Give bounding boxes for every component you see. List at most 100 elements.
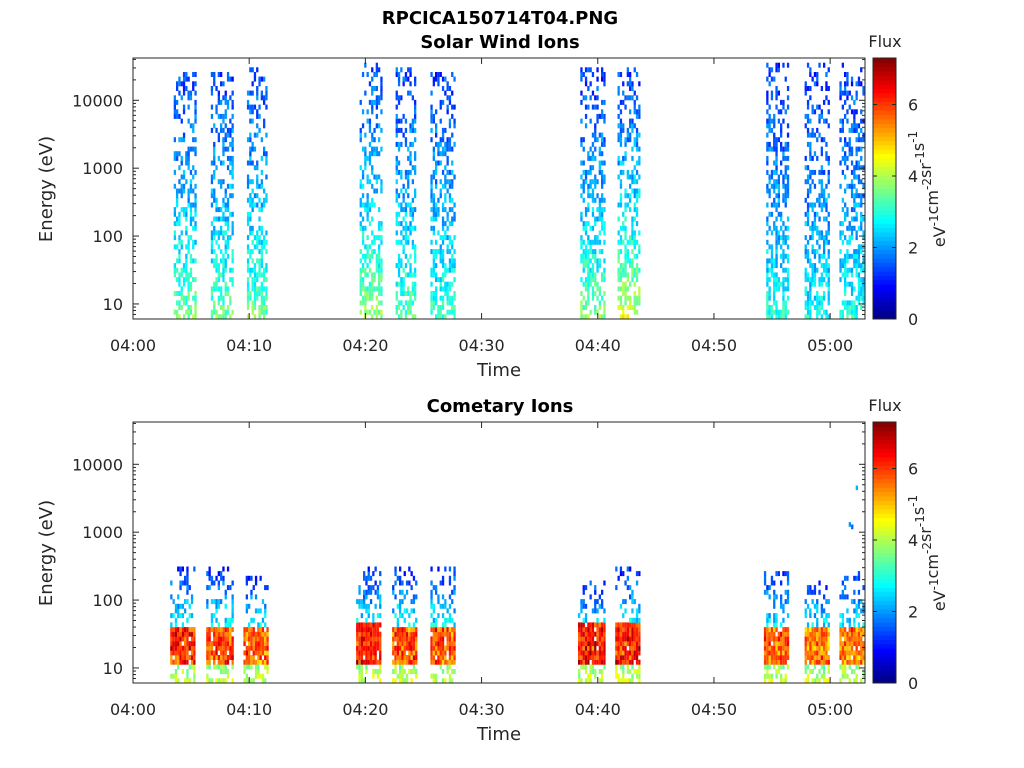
solar-wind-cell [629,258,632,264]
solar-wind-cell [229,118,232,124]
cometary-cell [376,641,380,647]
cometary-cell [439,580,442,586]
solar-wind-cell [441,258,445,264]
cometary-cell [804,631,807,637]
cometary-cell [594,641,597,647]
cometary-cell [775,641,778,647]
solar-wind-cell [635,267,639,273]
cometary-cell [224,645,227,651]
solar-wind-cell [258,263,261,269]
solar-wind-cell [378,221,381,227]
cometary-cell [638,636,641,642]
solar-wind-cell [844,235,847,241]
cometary-colorbar-step [873,535,896,540]
solar-wind-cell [580,183,583,189]
solar-wind-cell [187,277,190,283]
cometary-cell [193,669,196,674]
cometary-cell [780,645,783,651]
solar-wind-unit-part: sr [916,163,935,178]
solar-wind-cell [435,249,438,255]
solar-wind-cell [853,225,856,231]
solar-wind-cell [860,291,863,296]
solar-wind-cell [446,216,449,222]
cometary-cell [369,631,373,637]
solar-wind-cell [220,230,223,236]
cometary-cell [257,641,260,647]
solar-wind-cell [839,183,842,189]
cometary-cell [823,678,826,684]
solar-wind-cell [853,286,856,292]
solar-wind-cell [373,151,376,157]
solar-wind-cell [359,221,362,227]
solar-wind-cell [194,151,197,157]
solar-wind-cell [848,309,851,315]
cometary-cell [827,622,830,628]
solar-wind-cell [582,258,585,264]
solar-wind-cell [589,146,592,152]
cometary-cell [770,627,774,633]
cometary-colorbar-step [873,556,896,562]
cometary-cell [782,664,785,670]
solar-wind-cell [766,118,769,124]
solar-wind-colorbar-tick-label: 2 [908,238,918,257]
solar-wind-cell [265,90,268,96]
solar-wind-cell [818,193,821,199]
solar-wind-cell [582,221,585,227]
solar-wind-cell [444,221,447,227]
cometary-cell [206,585,209,591]
solar-wind-cell [601,193,604,199]
solar-wind-cell [622,123,625,129]
solar-wind-cell [855,258,858,264]
solar-wind-cell [846,253,849,259]
solar-wind-cell [603,230,606,236]
solar-wind-cell [635,113,639,119]
cometary-cell [816,603,819,609]
solar-wind-cell [818,230,821,236]
cometary-cell [775,659,778,665]
solar-wind-cell [249,267,252,273]
cometary-cell [365,641,368,647]
solar-wind-cell [603,272,606,278]
cometary-cell [217,603,220,609]
solar-wind-cell [359,281,362,287]
solar-wind-cell [375,253,378,259]
solar-wind-cell [853,263,856,269]
cometary-cell [598,655,601,660]
solar-wind-colorbar-step [873,149,896,155]
solar-wind-cell [220,72,223,77]
solar-wind-cell [430,90,433,96]
cometary-cell [210,678,214,684]
solar-wind-cell [451,300,454,306]
solar-wind-cell [809,141,812,147]
cometary-cell [415,645,418,651]
solar-wind-cell [441,132,445,138]
cometary-cell [396,627,399,633]
solar-wind-cell [437,160,440,166]
solar-wind-cell [624,207,627,213]
solar-wind-cell [366,202,369,208]
solar-wind-cell [626,127,629,133]
solar-wind-cell [786,132,790,138]
solar-wind-cell [816,81,819,87]
cometary-cell [816,608,819,614]
solar-wind-cell [633,67,636,73]
solar-wind-cell [633,253,636,259]
solar-wind-y-tick-label: 100 [92,227,123,246]
solar-wind-cell [192,244,195,250]
solar-wind-cell [862,281,865,287]
solar-wind-cell [366,216,369,222]
solar-wind-cell [448,197,452,203]
cometary-cell [186,659,189,665]
solar-wind-cell [773,169,776,175]
solar-wind-cell [397,281,401,287]
solar-wind-cell [361,123,365,129]
cometary-colorbar-step [873,430,896,436]
cometary-cell [578,631,581,637]
solar-wind-cell [453,295,456,301]
cometary-cell [186,673,189,679]
solar-wind-cell [777,281,780,287]
solar-wind-cell [430,104,433,110]
solar-wind-cell [414,281,417,287]
solar-wind-cell [432,81,435,87]
solar-wind-cell [818,197,821,203]
